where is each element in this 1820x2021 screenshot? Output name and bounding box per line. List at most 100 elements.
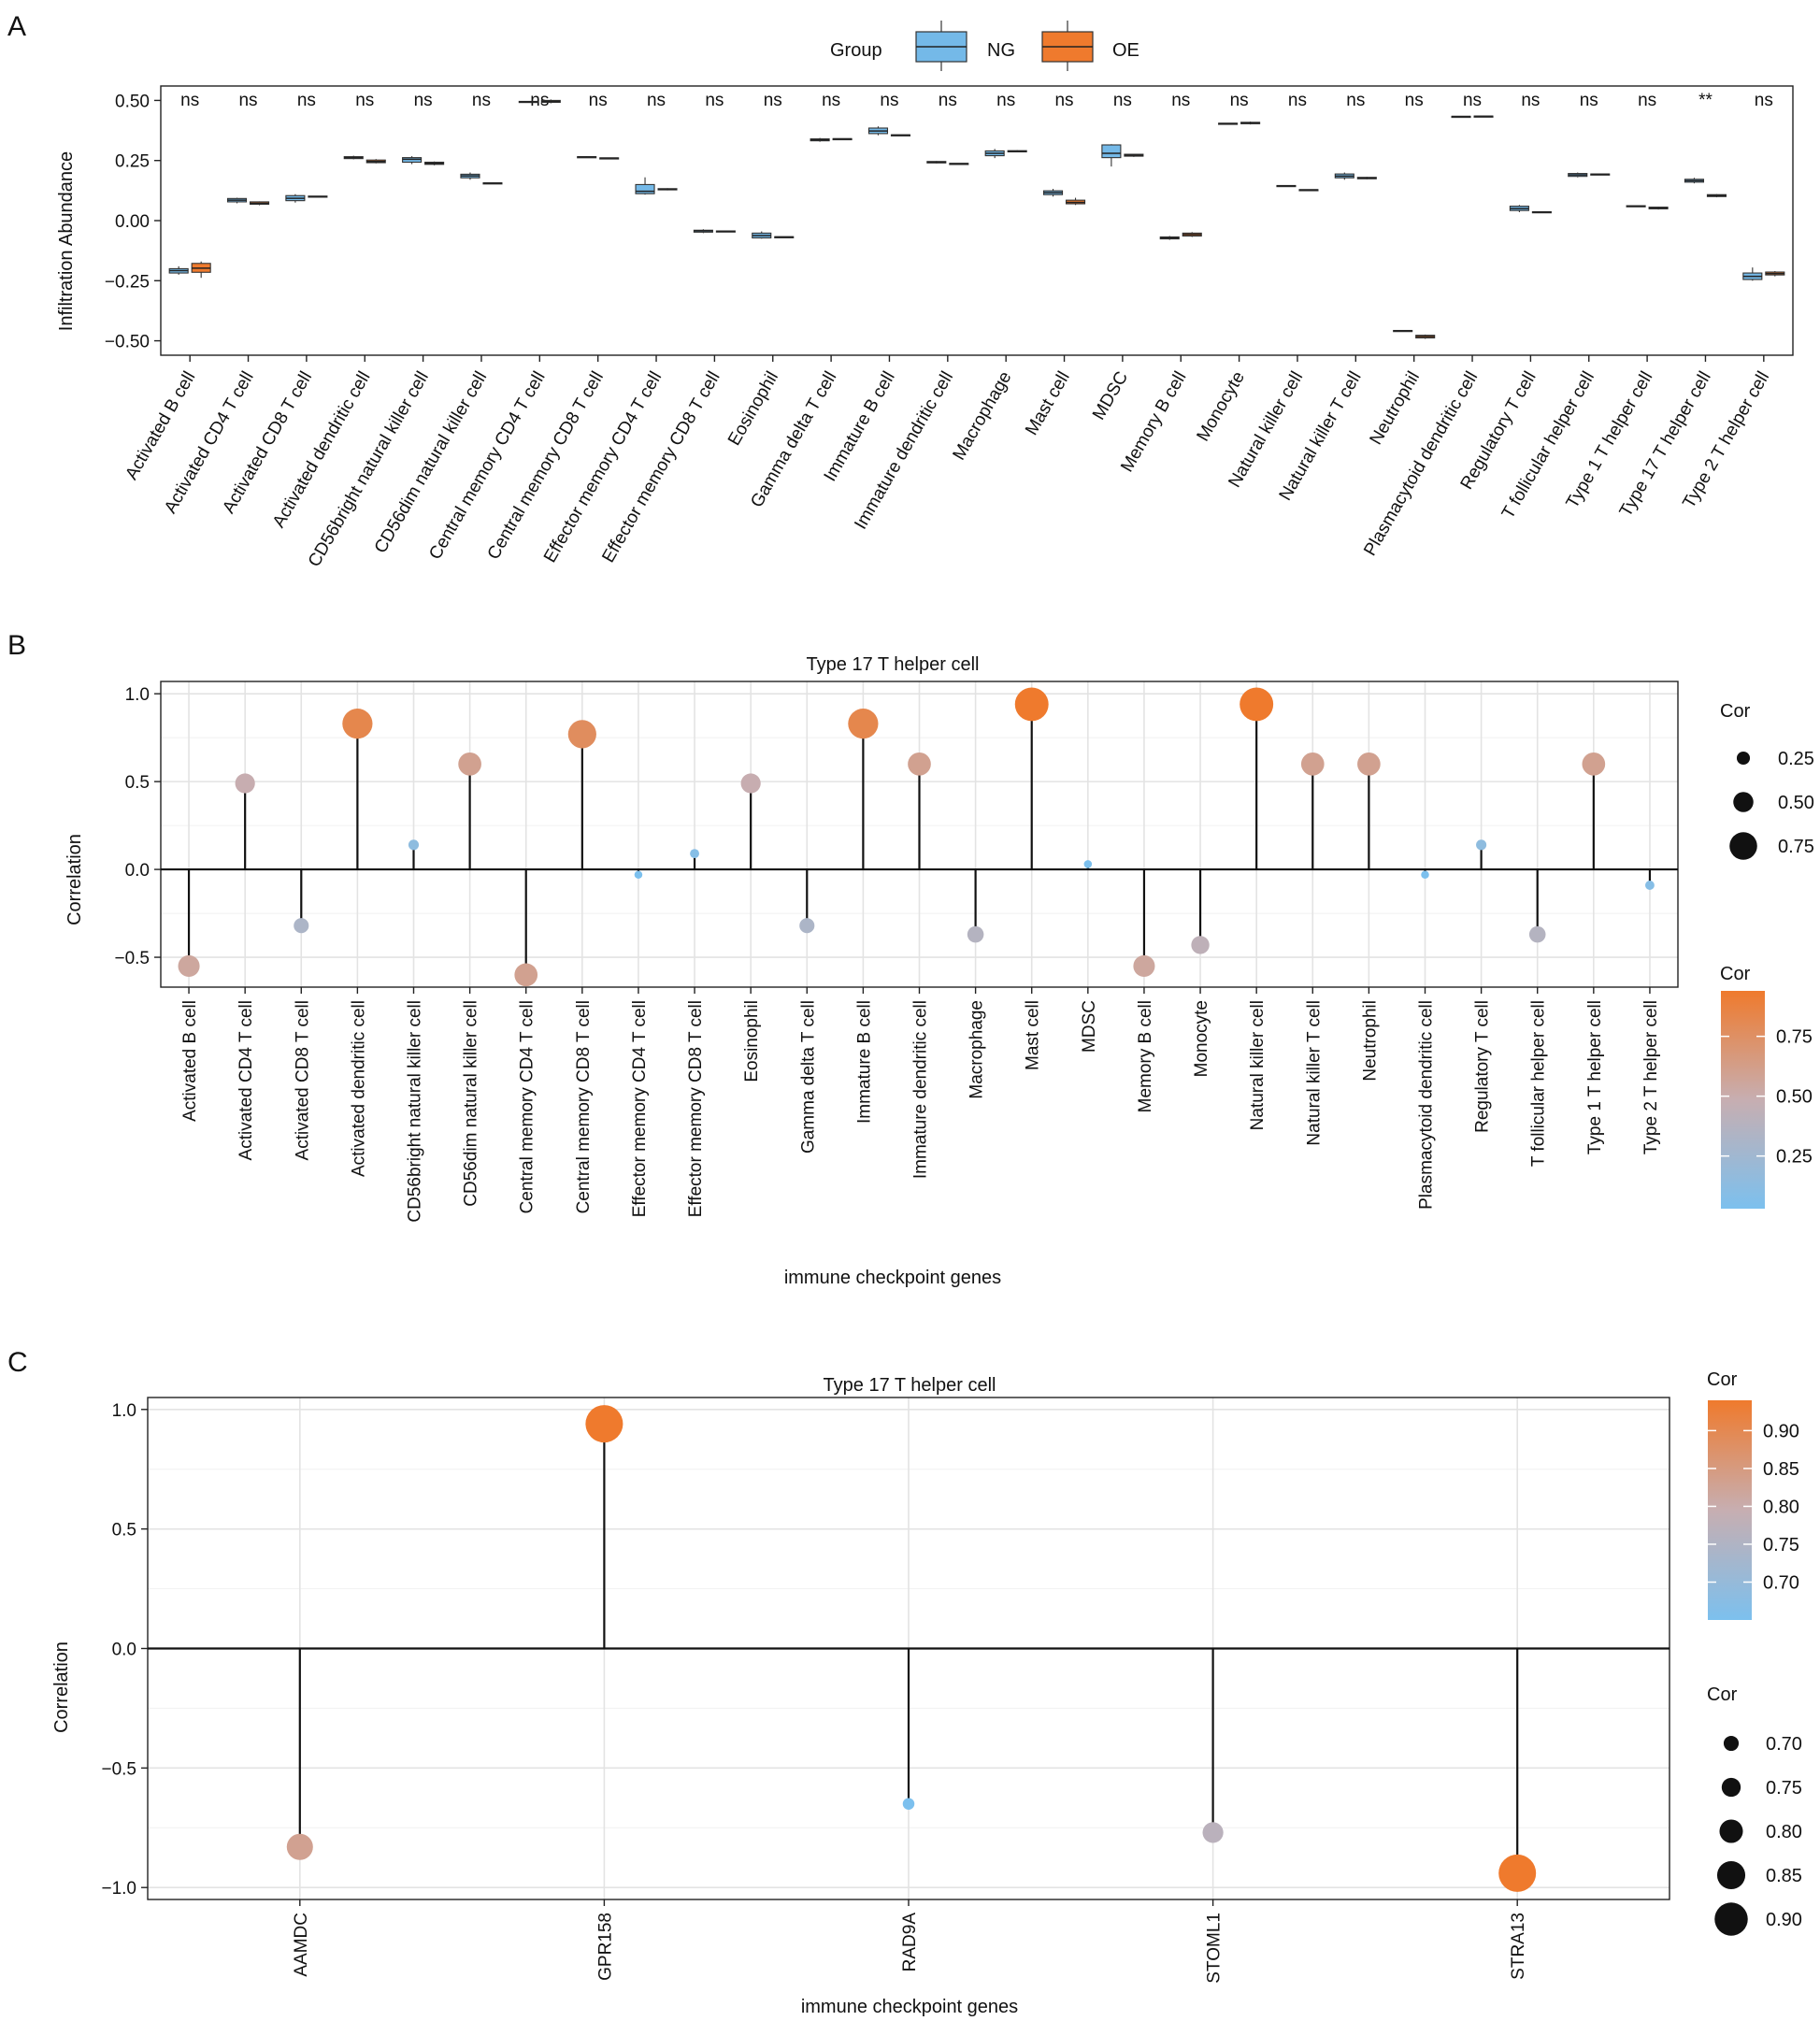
panel-c-ytick-label: −0.5 — [101, 1759, 136, 1779]
box-oe — [1298, 189, 1319, 192]
panel-b-xtick-label: Plasmacytoid dendritic cell — [1417, 1000, 1437, 1210]
panel-c-size-legend-dot — [1721, 1777, 1741, 1798]
panel-b-point — [408, 839, 420, 851]
panel-b-xtick-label: Effector memory CD4 T cell — [630, 1000, 650, 1217]
panel-b-xtick-label: Type 2 T helper cell — [1641, 1000, 1661, 1154]
panel-c-color-legend-title: Cor — [1707, 1369, 1738, 1390]
box-oe — [715, 230, 736, 233]
box-ng — [635, 177, 655, 195]
panel-c-xtick-label: AAMDC — [292, 1913, 311, 1977]
box-oe — [774, 236, 795, 238]
panel-b-ytick-label: −0.5 — [114, 949, 150, 968]
panel-b-point — [1645, 881, 1655, 890]
panel-a-significance: ns — [1113, 91, 1132, 110]
panel-c-xtick-label: STRA13 — [1509, 1913, 1528, 1980]
panel-a-significance: ns — [472, 91, 491, 110]
panel-b-colorbar-label: 0.25 — [1776, 1147, 1813, 1168]
panel-c-size-legend-title: Cor — [1707, 1684, 1738, 1705]
panel-b-size-legend-dot — [1733, 792, 1754, 812]
panel-a-significance: ns — [939, 91, 957, 110]
panel-b-point — [1300, 752, 1325, 776]
panel-b-xtick-label: Memory B cell — [1136, 1000, 1155, 1112]
box-oe — [1356, 177, 1377, 179]
panel-b-point — [342, 708, 373, 739]
panel-b-point — [458, 752, 481, 776]
panel-c-ytick-label: 0.0 — [112, 1641, 136, 1660]
panel-b-point — [1133, 954, 1155, 977]
panel-a-ytick-label: 0.00 — [115, 212, 150, 232]
panel-c-colorbar-label: 0.80 — [1763, 1497, 1799, 1517]
panel-a-significance: ns — [1230, 91, 1249, 110]
panel-b-point — [1528, 925, 1546, 943]
panel-b-xtick-label: Activated dendritic cell — [349, 1000, 368, 1177]
panel-c-size-legend-label: 0.90 — [1766, 1910, 1802, 1930]
panel-b-xtick-label: Effector memory CD8 T cell — [686, 1000, 706, 1217]
panel-a-letter: A — [7, 11, 26, 42]
box-ng — [926, 161, 947, 164]
box-oe — [482, 182, 503, 185]
panel-b-xtick-label: Type 1 T helper cell — [1585, 1000, 1605, 1154]
panel-c-size-legend-dot — [1716, 1860, 1746, 1890]
panel-b-point — [1476, 839, 1487, 851]
panel-b-xtick-label: Activated CD4 T cell — [236, 1000, 256, 1160]
panel-c-point — [286, 1833, 313, 1860]
panel-b-xtick-label: Activated B cell — [180, 1000, 200, 1122]
box-ng — [984, 149, 1005, 159]
panel-b-size-legend-dot — [1729, 832, 1757, 860]
panel-b-xtick-label: Central memory CD4 T cell — [518, 1000, 537, 1213]
panel-a-legend: Group NG OE — [830, 21, 1139, 71]
box-oe — [832, 137, 853, 141]
panel-a-significance: ns — [1580, 91, 1598, 110]
panel-a-legend-title: Group — [830, 40, 882, 61]
panel-a-significance: ns — [1521, 91, 1540, 110]
box-oe — [424, 161, 445, 165]
panel-c-size-legend-dot — [1723, 1735, 1740, 1752]
panel-c-colorbar-label: 0.70 — [1763, 1572, 1799, 1593]
box-ng — [1159, 236, 1180, 240]
box-oe — [1182, 232, 1202, 237]
panel-b-xtick-label: Gamma delta T cell — [798, 1000, 818, 1154]
box-body — [635, 183, 655, 194]
box-oe — [1590, 173, 1611, 176]
box-body — [1101, 144, 1122, 159]
legend-oe-label: OE — [1112, 40, 1139, 61]
panel-b-xtick-label: CD56dim natural killer cell — [462, 1000, 481, 1207]
panel-c-title: Type 17 T helper cell — [824, 1375, 996, 1396]
box-oe — [1531, 210, 1552, 214]
panel-a-significance: ns — [822, 91, 840, 110]
box-ng — [1042, 189, 1064, 197]
panel-b-point — [514, 963, 538, 987]
panel-b-point — [740, 773, 761, 794]
box-oe — [1065, 197, 1086, 206]
box-ng — [1218, 122, 1239, 125]
panel-b-size-legend-label: 0.25 — [1778, 749, 1814, 769]
panel-b-title: Type 17 T helper cell — [807, 654, 980, 675]
panel-c-colorbar — [1708, 1400, 1752, 1620]
box-ng — [693, 229, 713, 234]
box-ng — [518, 100, 538, 104]
panel-b-xtick-label: Immature dendritic cell — [911, 1000, 931, 1179]
panel-b-xtick-label: Natural killer cell — [1248, 1000, 1268, 1130]
box-oe — [890, 134, 911, 136]
panel-b-point — [235, 773, 255, 794]
panel-b-colorbar — [1721, 991, 1765, 1209]
panel-a-significance: ns — [1054, 91, 1073, 110]
panel-b-xtick-label: Eosinophil — [742, 1000, 762, 1082]
panel-b-point — [908, 752, 931, 776]
panel-b-lollipop: Type 17 T helper cell Correlation immune… — [64, 654, 1814, 1288]
panel-c-point — [902, 1798, 915, 1810]
panel-c-ytick-label: −1.0 — [101, 1879, 136, 1899]
panel-b-point — [178, 954, 200, 977]
box-ng — [1742, 267, 1763, 281]
panel-b-xtick-label: Activated CD8 T cell — [293, 1000, 312, 1160]
panel-a-significance: ns — [705, 91, 724, 110]
panel-a-ytick-label: 0.50 — [115, 92, 150, 111]
panel-a-significance: ns — [1638, 91, 1656, 110]
panel-c-ylabel: Correlation — [51, 1641, 72, 1733]
panel-b-ytick-label: 0.5 — [125, 773, 150, 793]
panel-c-point — [1202, 1822, 1224, 1843]
panel-b-size-legend-label: 0.50 — [1778, 793, 1814, 813]
panel-c-colorbar-label: 0.90 — [1763, 1421, 1799, 1441]
panel-b-xlabel: immune checkpoint genes — [784, 1268, 1001, 1288]
